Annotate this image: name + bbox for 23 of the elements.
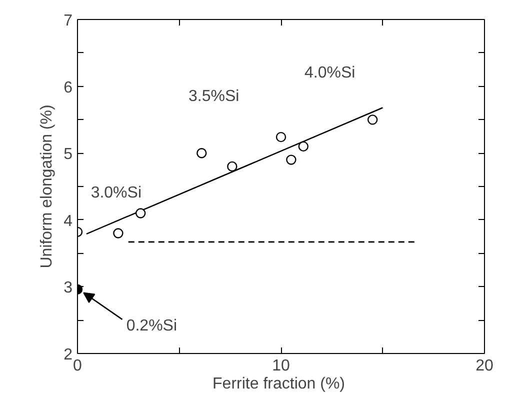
annotation: 3.0%Si [90, 184, 142, 202]
y-tick-label: 7 [64, 12, 73, 30]
point [298, 141, 308, 152]
annotation: 4.0%Si [304, 64, 356, 82]
x-tick-label: 10 [272, 358, 290, 374]
point [276, 132, 286, 142]
point [135, 208, 146, 218]
annotation: 3.5%Si [188, 88, 240, 105]
x-axis-title: Ferrite fraction (%) [212, 376, 346, 392]
annotation: 0.2%Si [126, 318, 178, 335]
point [113, 228, 124, 238]
y-tick-label: 6 [64, 79, 73, 96]
y-axis-title: Uniform elongation (%) [38, 104, 56, 268]
x-tick-label: 0 [73, 358, 82, 374]
y-tick-label: 2 [64, 346, 73, 364]
x-tick-label: 20 [476, 358, 494, 374]
point [286, 154, 296, 165]
y-tick-label: 5 [64, 146, 73, 164]
y-tick-label: 3 [64, 280, 73, 297]
point [196, 148, 207, 158]
point [227, 161, 238, 172]
point [367, 114, 378, 125]
y-tick-label: 4 [64, 212, 73, 230]
